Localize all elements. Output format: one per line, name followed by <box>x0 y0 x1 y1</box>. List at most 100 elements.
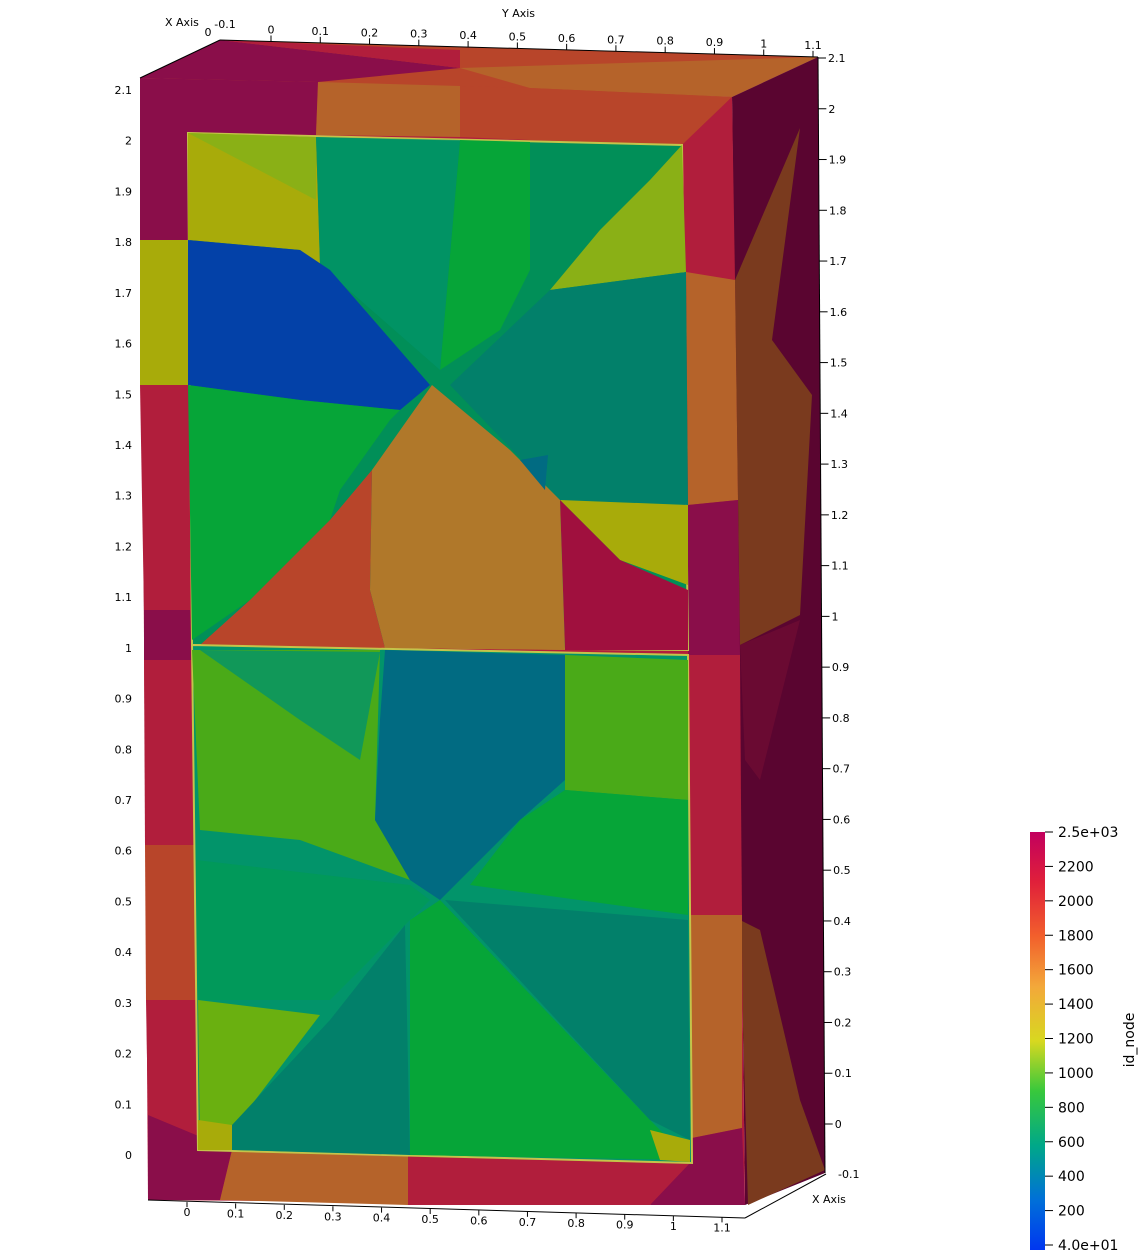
y-tick-label-top: 0.1 <box>312 25 330 38</box>
frame-segment <box>140 385 190 610</box>
z-tick-label-right: 2.1 <box>828 52 846 65</box>
colorbar-gradient <box>1030 832 1045 1250</box>
colorbar-tick-label: 1400 <box>1058 997 1094 1013</box>
y-tick-label-bottom: 0.7 <box>519 1216 537 1229</box>
frame-segment <box>140 240 188 385</box>
colorbar-labels: 2.5e+03 2200 2000 1800 1600 1400 1200 1000 800 60… <box>1045 825 1118 1254</box>
region <box>316 137 460 370</box>
y-tick-label-top: 0.3 <box>410 28 428 41</box>
x-axis-title-top: X Axis <box>165 16 199 29</box>
y-tick-label-bottom: 0.9 <box>616 1219 634 1232</box>
y-tick-label-top: 0.2 <box>361 26 379 39</box>
y-tick-label-top: 0.9 <box>706 36 724 49</box>
frame-segment <box>144 610 192 660</box>
z-tick-label-right: 1.4 <box>830 407 848 420</box>
y-tick-label-top: 0.4 <box>459 29 477 42</box>
colorbar-tick-label: 400 <box>1058 1169 1085 1185</box>
region <box>198 1120 232 1150</box>
region <box>440 140 530 370</box>
frame-segment <box>650 1128 745 1205</box>
x-tick-label-top: -0.1 <box>214 18 235 31</box>
z-axis-line-right <box>817 56 826 1174</box>
frame-segment <box>688 655 741 800</box>
z-tick-label-right: 1.2 <box>831 509 849 522</box>
right-side-region <box>735 128 812 645</box>
z-tick-label-right: 1.7 <box>829 255 847 268</box>
z-tick-label-right: 0.8 <box>832 712 850 725</box>
right-side-region <box>740 620 800 780</box>
z-tick-label-right: 0.6 <box>833 813 851 826</box>
z-tick-label-left: 1.6 <box>115 338 133 351</box>
axes-grid: 2.1 2 1.9 1.8 1.7 1.6 1.5 1.4 1.3 1.2 1.1 1 0.9 0.8 0.… <box>115 18 860 1234</box>
colorbar-legend: 2.5e+03 2200 2000 1800 1600 1400 1200 1000 800 60… <box>1030 825 1138 1254</box>
z-tick-label-right: 1.9 <box>829 154 847 167</box>
z-tick-label-right: 0.1 <box>834 1067 852 1080</box>
z-tick-label-right: 0.7 <box>832 763 850 776</box>
frame-segment <box>530 88 732 145</box>
z-tick-label-left: 1 <box>125 642 132 655</box>
z-tick-label-left: 0.3 <box>115 997 133 1010</box>
colorbar-tick-label: 200 <box>1058 1204 1085 1220</box>
z-tick-label-left: 0.5 <box>115 895 133 908</box>
z-tick-label-right: 1.1 <box>831 560 849 573</box>
region <box>565 655 688 800</box>
region <box>560 500 688 585</box>
y-tick-label-bottom: 1 <box>670 1220 677 1233</box>
z-tick-label-right: 1.8 <box>829 204 847 217</box>
colorbar-tick-label: 2.5e+03 <box>1058 825 1118 841</box>
x-tick-label-right: -0.1 <box>838 1168 859 1181</box>
y-tick-label-top: 0.5 <box>509 30 527 43</box>
colorbar-tick-label: 1800 <box>1058 928 1094 944</box>
frame-segment <box>690 800 742 915</box>
region-dark-teal <box>232 925 410 1155</box>
frame-segment <box>686 272 738 505</box>
colorbar-title: id_node <box>1122 1013 1138 1068</box>
colorbar-tick-label: 1200 <box>1058 1032 1094 1048</box>
z-tick-label-right: 0.9 <box>832 661 850 674</box>
y-tick-label-bottom: 0.1 <box>227 1207 245 1220</box>
colorbar-tick-label: 1600 <box>1058 963 1094 979</box>
z-tick-label-left: 1.8 <box>115 236 133 249</box>
y-tick-label-bottom: 0.5 <box>421 1213 439 1226</box>
frame-segment <box>220 1150 408 1205</box>
colorbar-tick-label: 800 <box>1058 1100 1085 1116</box>
z-tick-label-left: 0 <box>125 1149 132 1162</box>
region-brown <box>370 385 565 650</box>
mesh-box[interactable] <box>140 40 825 1205</box>
region-small-blue <box>520 455 548 490</box>
region <box>200 470 385 648</box>
y-tick-label-bottom: 0.8 <box>567 1217 585 1230</box>
region <box>188 385 400 640</box>
z-tick-label-right: 0 <box>835 1118 842 1131</box>
z-tick-label-left: 0.6 <box>115 845 133 858</box>
z-tick-label-left: 1.3 <box>115 490 133 503</box>
y-tick-label-bottom: 1.1 <box>713 1221 731 1234</box>
z-tick-label-left: 1.4 <box>115 439 133 452</box>
y-tick-label-bottom: 0.4 <box>373 1212 391 1225</box>
colorbar-tick-label: 600 <box>1058 1135 1085 1151</box>
top-face-region <box>220 40 460 68</box>
region <box>198 1000 320 1150</box>
x-axis-line-right <box>744 1173 827 1219</box>
frame-segment <box>144 660 194 845</box>
region <box>560 500 688 650</box>
y-axis-line-bottom <box>147 1199 746 1219</box>
frame-segment <box>682 97 735 280</box>
region <box>470 790 688 915</box>
y-tick-label-top: 1.1 <box>804 39 822 52</box>
frame-segment <box>140 78 318 240</box>
z-tick-label-right: 2 <box>828 103 835 116</box>
frame-segment <box>145 845 196 1000</box>
region <box>550 145 686 290</box>
y-axis-line-top <box>219 39 819 58</box>
z-tick-label-left: 0.8 <box>115 743 133 756</box>
y-tick-label-bottom: 0 <box>184 1206 191 1219</box>
z-tick-label-left: 0.7 <box>115 794 133 807</box>
region <box>410 900 690 1160</box>
z-tick-label-right: 1.5 <box>830 357 848 370</box>
region <box>450 272 688 505</box>
z-tick-label-left: 0.9 <box>115 693 133 706</box>
x-axis-line-top <box>139 39 221 79</box>
top-face-region <box>140 40 460 82</box>
